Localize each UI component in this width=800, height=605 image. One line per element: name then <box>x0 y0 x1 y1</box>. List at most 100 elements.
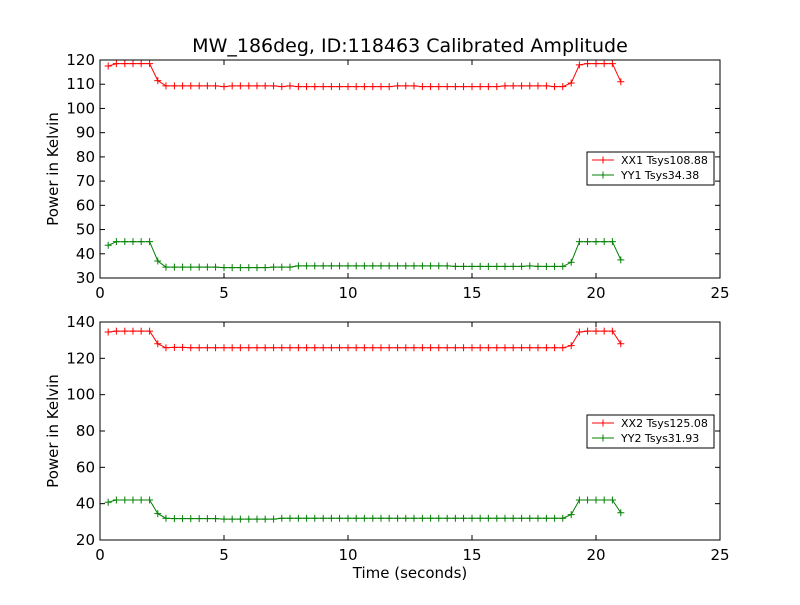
data-point <box>104 241 112 249</box>
data-point <box>228 264 236 272</box>
data-point <box>509 262 517 270</box>
data-point <box>203 344 211 352</box>
data-point <box>468 514 476 522</box>
data-point <box>170 82 178 90</box>
data-point <box>443 83 451 91</box>
data-point <box>476 514 484 522</box>
data-point <box>418 514 426 522</box>
series-2 <box>104 238 625 272</box>
legend-entry: XX2 Tsys125.08 <box>621 417 708 430</box>
data-point <box>278 514 286 522</box>
data-point <box>179 263 187 271</box>
data-point <box>418 262 426 270</box>
data-point <box>245 264 253 272</box>
data-point <box>303 344 311 352</box>
data-point <box>460 262 468 270</box>
data-point <box>369 262 377 270</box>
data-point <box>369 514 377 522</box>
x-tick-label: 5 <box>219 284 229 302</box>
data-point <box>451 514 459 522</box>
data-point <box>526 262 534 270</box>
data-point <box>170 343 178 351</box>
data-point <box>567 258 575 266</box>
data-point <box>327 262 335 270</box>
data-point <box>121 496 129 504</box>
data-point <box>551 514 559 522</box>
data-point <box>195 515 203 523</box>
data-point <box>484 83 492 91</box>
data-point <box>352 344 360 352</box>
y-tick-label: 100 <box>66 99 95 117</box>
data-point <box>360 262 368 270</box>
data-point <box>212 515 220 523</box>
data-point <box>129 496 137 504</box>
series-1 <box>104 327 625 352</box>
data-point <box>236 82 244 90</box>
data-point <box>270 344 278 352</box>
data-point <box>311 262 319 270</box>
data-point <box>484 262 492 270</box>
data-point <box>253 82 261 90</box>
data-point <box>600 60 608 68</box>
data-point <box>608 60 616 68</box>
data-point <box>137 60 145 68</box>
legend-swatch-marker <box>599 156 607 164</box>
data-point <box>253 515 261 523</box>
data-point <box>236 264 244 272</box>
y-tick-label: 40 <box>76 495 95 513</box>
data-point <box>112 327 120 335</box>
data-point <box>236 515 244 523</box>
data-point <box>369 83 377 91</box>
data-point <box>253 264 261 272</box>
data-point <box>336 514 344 522</box>
y-tick-label: 50 <box>76 221 95 239</box>
data-point <box>203 515 211 523</box>
y-tick-label: 20 <box>76 531 95 549</box>
data-point <box>600 327 608 335</box>
data-point <box>443 262 451 270</box>
data-point <box>600 238 608 246</box>
data-point <box>584 60 592 68</box>
data-point <box>410 262 418 270</box>
y-axis-label: Power in Kelvin <box>44 112 62 226</box>
data-point <box>460 514 468 522</box>
data-point <box>187 263 195 271</box>
legend: XX1 Tsys108.88 YY1 Tsys34.38 <box>586 151 715 186</box>
data-point <box>245 344 253 352</box>
data-point <box>509 514 517 522</box>
chart-panel-1: MW_186deg, ID:118463 Calibrated Amplitud… <box>44 35 730 302</box>
data-point <box>220 344 228 352</box>
data-point <box>352 83 360 91</box>
data-point <box>360 514 368 522</box>
data-point <box>319 262 327 270</box>
data-point <box>468 262 476 270</box>
data-point <box>369 344 377 352</box>
data-point <box>435 514 443 522</box>
data-point <box>319 83 327 91</box>
data-point <box>220 83 228 91</box>
data-point <box>575 328 583 336</box>
y-tick-label: 60 <box>76 458 95 476</box>
data-point <box>270 263 278 271</box>
data-point <box>154 257 162 265</box>
data-point <box>542 82 550 90</box>
data-point <box>608 327 616 335</box>
data-point <box>501 262 509 270</box>
data-point <box>509 344 517 352</box>
data-point <box>542 262 550 270</box>
x-axis-label: Time (seconds) <box>352 564 468 582</box>
chart-title: MW_186deg, ID:118463 Calibrated Amplitud… <box>192 35 628 57</box>
data-point <box>617 256 625 264</box>
data-point <box>410 344 418 352</box>
data-point <box>410 82 418 90</box>
data-point <box>402 514 410 522</box>
data-point <box>187 344 195 352</box>
data-point <box>146 238 154 246</box>
data-point <box>518 262 526 270</box>
data-point <box>162 344 170 352</box>
data-point <box>303 83 311 91</box>
data-point <box>261 515 269 523</box>
data-point <box>584 238 592 246</box>
data-point <box>112 60 120 68</box>
data-point <box>319 514 327 522</box>
